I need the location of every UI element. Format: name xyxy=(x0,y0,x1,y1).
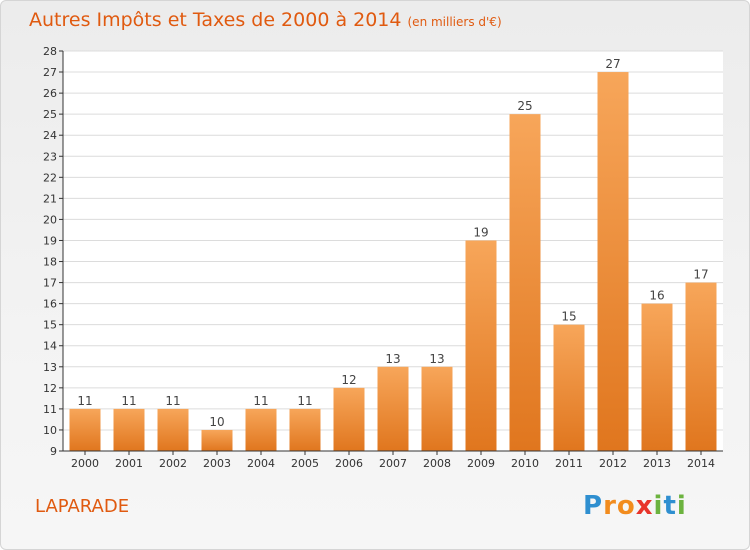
bar-2002 xyxy=(157,408,189,451)
logo-letter: o xyxy=(616,491,636,521)
logo-letter: P xyxy=(583,491,604,521)
x-tick-label-2008: 2008 xyxy=(423,457,451,470)
y-tick-label: 15 xyxy=(43,319,57,332)
bar-2003 xyxy=(201,429,233,451)
x-tick-label-2005: 2005 xyxy=(291,457,319,470)
data-label-2002: 11 xyxy=(165,394,180,408)
data-label-2005: 11 xyxy=(297,394,312,408)
x-tick-label-2003: 2003 xyxy=(203,457,231,470)
y-tick-label: 9 xyxy=(50,445,57,458)
x-tick-label-2012: 2012 xyxy=(599,457,627,470)
data-label-2007: 13 xyxy=(385,352,400,366)
data-label-2009: 19 xyxy=(473,225,488,239)
logo-letter: x xyxy=(635,491,654,521)
logo-letter: i xyxy=(676,491,687,521)
x-tick-label-2000: 2000 xyxy=(71,457,99,470)
y-tick-label: 27 xyxy=(43,66,57,79)
data-label-2006: 12 xyxy=(341,373,356,387)
chart-title-unit: (en milliers d'€) xyxy=(407,15,502,29)
y-tick-label: 20 xyxy=(43,213,57,226)
logo-letter: r xyxy=(603,491,617,521)
data-label-2012: 27 xyxy=(605,57,620,71)
data-label-2001: 11 xyxy=(121,394,136,408)
y-tick-label: 26 xyxy=(43,87,57,100)
logo-letter: t xyxy=(663,491,677,521)
bar-2012 xyxy=(597,72,629,451)
y-tick-label: 17 xyxy=(43,277,57,290)
data-label-2014: 17 xyxy=(693,268,708,282)
y-tick-label: 24 xyxy=(43,129,57,142)
y-tick-label: 19 xyxy=(43,234,57,247)
y-tick-label: 14 xyxy=(43,340,57,353)
x-tick-label-2006: 2006 xyxy=(335,457,363,470)
bar-2005 xyxy=(289,408,321,451)
x-tick-label-2009: 2009 xyxy=(467,457,495,470)
x-tick-label-2013: 2013 xyxy=(643,457,671,470)
bar-2014 xyxy=(685,282,717,451)
data-label-2011: 15 xyxy=(561,310,576,324)
bar-2013 xyxy=(641,303,673,451)
bar-2006 xyxy=(333,387,365,451)
bar-2007 xyxy=(377,366,409,451)
logo-letter: i xyxy=(653,491,664,521)
y-tick-label: 22 xyxy=(43,171,57,184)
bar-2001 xyxy=(113,408,145,451)
chart-title-main: Autres Impôts et Taxes de 2000 à 2014 xyxy=(29,9,402,31)
y-tick-label: 21 xyxy=(43,192,57,205)
y-tick-label: 10 xyxy=(43,424,57,437)
y-tick-label: 18 xyxy=(43,256,57,269)
y-tick-label: 23 xyxy=(43,150,57,163)
bar-2009 xyxy=(465,240,497,451)
proxiti-logo: Proxiti xyxy=(583,491,687,521)
y-tick-label: 12 xyxy=(43,382,57,395)
bar-2011 xyxy=(553,324,585,451)
y-tick-label: 28 xyxy=(43,45,57,58)
x-tick-label-2001: 2001 xyxy=(115,457,143,470)
bar-2010 xyxy=(509,114,541,451)
y-tick-label: 11 xyxy=(43,403,57,416)
data-label-2000: 11 xyxy=(77,394,92,408)
x-tick-label-2002: 2002 xyxy=(159,457,187,470)
x-tick-label-2014: 2014 xyxy=(687,457,715,470)
x-tick-label-2007: 2007 xyxy=(379,457,407,470)
x-tick-label-2004: 2004 xyxy=(247,457,275,470)
chart-title: Autres Impôts et Taxes de 2000 à 2014 (en… xyxy=(29,9,502,31)
data-label-2013: 16 xyxy=(649,289,664,303)
data-label-2003: 10 xyxy=(209,415,224,429)
x-tick-label-2010: 2010 xyxy=(511,457,539,470)
bar-2004 xyxy=(245,408,277,451)
y-tick-label: 16 xyxy=(43,298,57,311)
bar-2008 xyxy=(421,366,453,451)
commune-name: LAPARADE xyxy=(35,496,130,517)
y-tick-label: 25 xyxy=(43,108,57,121)
data-label-2008: 13 xyxy=(429,352,444,366)
x-tick-label-2011: 2011 xyxy=(555,457,583,470)
data-label-2004: 11 xyxy=(253,394,268,408)
y-tick-label: 13 xyxy=(43,361,57,374)
data-label-2010: 25 xyxy=(517,99,532,113)
bar-2000 xyxy=(69,408,101,451)
